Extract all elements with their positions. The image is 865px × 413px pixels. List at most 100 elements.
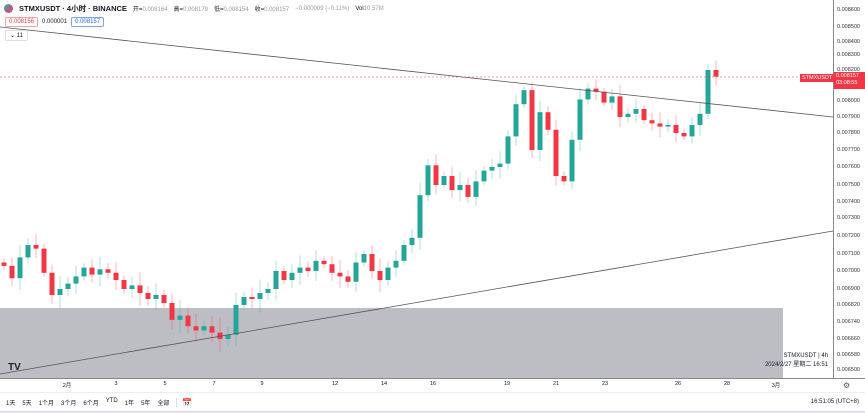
indicators-toggle-button[interactable]: ⌄ 11 [5,30,28,41]
candle[interactable] [537,100,543,162]
clock-timezone[interactable]: 16:51:05 (UTC+8) [810,399,859,405]
candle[interactable] [705,64,711,120]
candle[interactable] [289,264,295,288]
candle[interactable] [377,258,383,293]
candle[interactable] [513,94,519,146]
candle[interactable] [665,119,671,132]
candle[interactable] [129,276,135,298]
candle[interactable] [89,259,95,283]
range-button[interactable]: 1个月 [38,400,55,407]
range-button[interactable]: 6个月 [83,400,99,407]
candle[interactable] [353,252,359,292]
lower-trendline[interactable] [0,230,833,375]
candle[interactable] [417,182,423,250]
candle[interactable] [17,244,23,291]
candle[interactable] [281,266,287,285]
candle[interactable] [409,228,415,253]
candle[interactable] [713,60,719,86]
candle[interactable] [681,129,687,141]
candle[interactable] [689,117,695,144]
candle[interactable] [337,260,343,289]
candle[interactable] [577,88,583,151]
candle[interactable] [57,275,63,309]
candle[interactable] [593,79,599,101]
candle[interactable] [9,257,15,287]
buy-button[interactable]: 0.008157 [71,17,105,27]
candle[interactable] [449,167,455,198]
candle[interactable] [193,313,199,342]
candle[interactable] [41,244,47,277]
candle[interactable] [321,256,327,269]
symbol-title[interactable]: STMXUSDT · 4小时 · BINANCE [19,4,127,13]
candle[interactable] [433,154,439,195]
time-axis[interactable]: 2月 3 5 7 9 12 14 16 19 21 23 26 28 3月 [0,378,865,391]
candle[interactable] [673,115,679,143]
candle[interactable] [185,307,191,334]
candle[interactable] [113,262,119,290]
candle[interactable] [641,105,647,124]
candle[interactable] [33,234,39,259]
candle[interactable] [49,264,55,304]
candle[interactable] [313,250,319,281]
candle[interactable] [273,260,279,300]
candle[interactable] [297,255,303,285]
candle[interactable] [225,326,231,346]
candle[interactable] [609,88,615,110]
price-chart[interactable] [0,0,833,378]
candle[interactable] [457,171,463,202]
candle[interactable] [257,279,263,313]
candle[interactable] [233,292,239,346]
candle[interactable] [1,258,7,270]
candle[interactable] [73,265,79,294]
candle[interactable] [249,287,255,308]
candle[interactable] [481,166,487,186]
candle[interactable] [633,99,639,123]
range-button[interactable]: 1天 [6,400,16,407]
range-button[interactable]: 1年 [124,400,135,407]
candle[interactable] [393,250,399,278]
candle[interactable] [329,255,335,281]
range-button[interactable]: 全部 [157,400,170,407]
candle[interactable] [161,290,167,308]
sell-button[interactable]: 0.008156 [5,17,39,27]
candle[interactable] [425,159,431,201]
candle[interactable] [81,263,87,281]
candle[interactable] [649,112,655,131]
candle[interactable] [465,178,471,203]
candle[interactable] [697,102,703,136]
candle[interactable] [369,245,375,279]
candle[interactable] [265,282,271,300]
candle[interactable] [361,249,367,267]
gray-zone-rectangle[interactable] [0,308,783,378]
upper-trendline[interactable] [0,26,833,118]
candle[interactable] [97,256,103,287]
candle[interactable] [65,276,71,296]
candle[interactable] [601,87,607,107]
candle[interactable] [505,130,511,170]
candle[interactable] [137,272,143,307]
candle[interactable] [489,158,495,179]
range-button[interactable]: 3个月 [61,400,77,407]
candle[interactable] [305,261,311,277]
candle[interactable] [521,86,527,108]
candle[interactable] [385,261,391,286]
range-button[interactable]: YTD [105,397,118,404]
candle[interactable] [585,82,591,105]
settings-gear-icon[interactable]: ⚙ [843,381,851,390]
candle[interactable] [121,275,127,294]
candle[interactable] [441,171,447,189]
candle[interactable] [401,240,407,265]
candle[interactable] [529,82,535,158]
price-axis[interactable]: 0.008600 0.008500 0.008400 0.008300 0.008200… [833,0,865,378]
candle[interactable] [25,238,31,264]
candle[interactable] [497,151,503,179]
candle[interactable] [617,85,623,128]
candle[interactable] [177,300,183,334]
candle[interactable] [345,269,351,288]
candle[interactable] [561,171,567,186]
candle[interactable] [241,292,247,310]
candle[interactable] [169,293,175,330]
candle[interactable] [201,320,207,336]
candle[interactable] [625,107,631,123]
candle[interactable] [657,111,663,138]
